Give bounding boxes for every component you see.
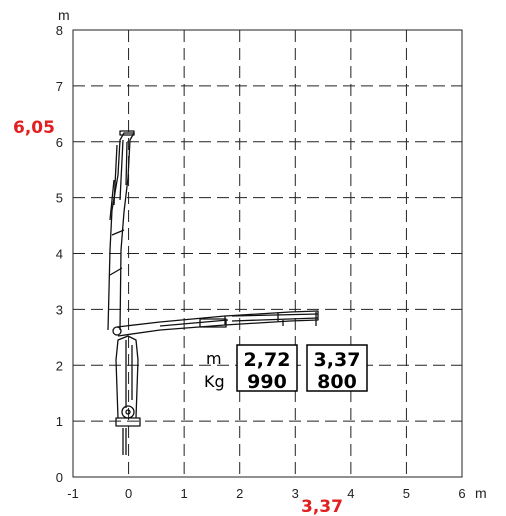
y-unit-label: m [58,7,70,23]
distance-row-label: m [206,349,222,368]
max-reach-label: 3,37 [301,497,343,516]
x-tick-label: 6 [458,486,465,501]
x-tick-label: 5 [403,486,410,501]
tick-labels: -1 0 1 2 3 4 5 6 0 1 2 3 4 5 6 7 8 [56,23,466,501]
y-tick-label: 8 [56,23,63,38]
y-tick-label: 6 [56,135,63,150]
x-tick-label: 2 [236,486,243,501]
load-point-1-load: 990 [247,371,287,393]
load-point-2-load: 800 [317,371,357,393]
x-tick-label: 3 [292,486,299,501]
y-tick-label: 0 [56,470,63,485]
y-tick-label: 4 [56,247,63,262]
y-tick-label: 7 [56,79,63,94]
grid [73,30,462,477]
load-point-box-1: 2,72 990 [236,344,298,393]
x-tick-label: -1 [67,486,79,501]
max-height-label: 6,05 [13,118,55,138]
y-tick-label: 5 [56,191,63,206]
load-point-box-2: 3,37 800 [306,344,368,393]
y-tick-label: 2 [56,358,63,373]
load-point-2-distance: 3,37 [314,349,361,371]
x-tick-label: 1 [181,486,188,501]
load-point-1-distance: 2,72 [244,349,291,371]
x-unit-label: m [475,485,487,501]
load-row-label: Kg [204,372,225,391]
x-tick-label: 4 [347,486,354,501]
crane-drawing [107,130,319,455]
y-tick-label: 1 [56,414,63,429]
plot-frame [72,29,463,478]
y-tick-label: 3 [56,302,63,317]
x-tick-label: 0 [125,486,132,501]
